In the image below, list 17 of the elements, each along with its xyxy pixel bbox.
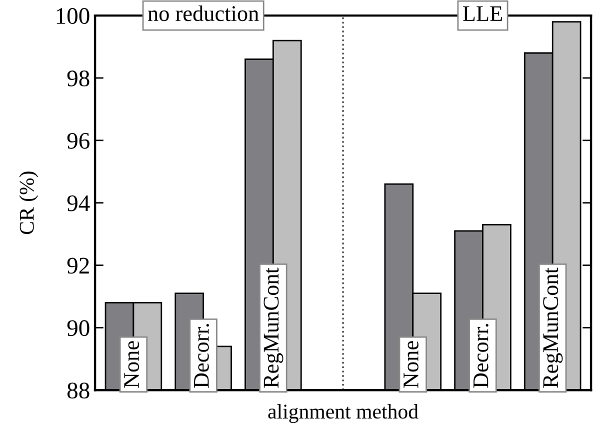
x-tick-label: Decorr.	[474, 324, 488, 388]
x-tick-label: Decorr.	[194, 324, 209, 388]
x-tick-label: RegMunCont	[543, 268, 563, 388]
x-axis-title: alignment method	[268, 404, 418, 423]
annotation: no reduction	[148, 5, 259, 22]
y-tick-label: 92	[67, 258, 89, 274]
y-tick-label: 96	[67, 132, 90, 149]
annotation: LLE	[463, 6, 502, 21]
x-tick-label: None	[124, 341, 140, 388]
y-axis-title: CR (%)	[19, 172, 38, 234]
y-tick-label: 94	[67, 195, 90, 212]
y-tick-label: 98	[67, 70, 90, 86]
x-tick-label: None	[404, 341, 418, 388]
y-tick-label: 90	[67, 320, 90, 336]
x-tick-label: RegMunCont	[264, 268, 284, 388]
y-tick-label: 88	[67, 382, 90, 399]
y-tick-label: 100	[56, 8, 90, 24]
